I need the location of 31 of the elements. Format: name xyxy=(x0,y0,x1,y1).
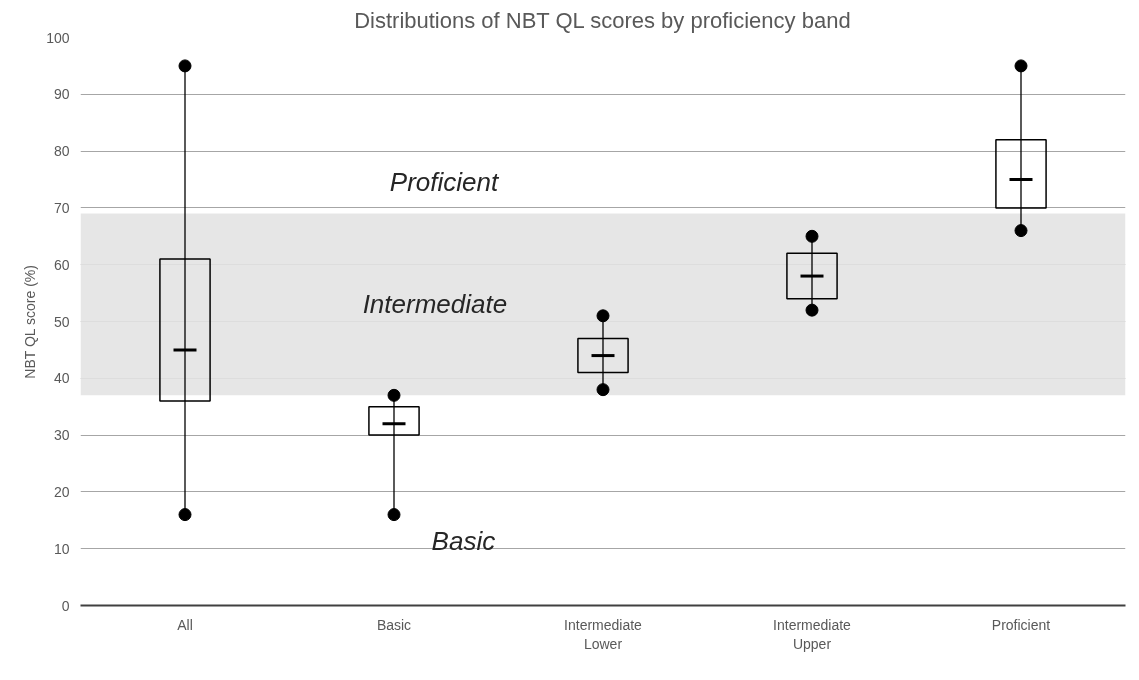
point xyxy=(805,303,819,317)
y-tick-label: 80 xyxy=(53,143,70,160)
point xyxy=(387,508,401,522)
x-tick-label: Basic xyxy=(376,616,412,633)
y-tick-label: 90 xyxy=(53,86,70,103)
annotation: Basic xyxy=(431,525,496,556)
x-tick-label: Intermediate Lower xyxy=(564,616,643,652)
y-tick-label: 60 xyxy=(53,256,70,273)
y-tick-label: 0 xyxy=(61,597,70,614)
point xyxy=(387,388,401,402)
point xyxy=(596,383,610,397)
x-tick-label: Intermediate Upper xyxy=(773,616,852,652)
y-tick-label: 70 xyxy=(53,199,70,216)
y-axis-title: NBT QL score (%) xyxy=(22,265,39,379)
chart-title: Distributions of NBT QL scores by proficiency band xyxy=(354,7,851,33)
point xyxy=(805,229,819,243)
y-tick-label: 40 xyxy=(53,370,70,387)
y-tick-label: 100 xyxy=(46,29,70,46)
y-tick-label: 20 xyxy=(53,483,70,500)
point xyxy=(178,508,192,522)
y-tick-label: 10 xyxy=(53,540,70,557)
band-label: Intermediate xyxy=(362,289,508,320)
point xyxy=(1014,224,1028,238)
x-tick-label: Proficient xyxy=(991,616,1051,633)
x-tick-label: All xyxy=(177,616,193,633)
y-tick-label: 30 xyxy=(53,427,70,444)
annotation: Proficient xyxy=(389,166,500,197)
point xyxy=(596,309,610,323)
point xyxy=(1014,59,1028,73)
point xyxy=(178,59,192,73)
y-tick-label: 50 xyxy=(53,313,70,330)
